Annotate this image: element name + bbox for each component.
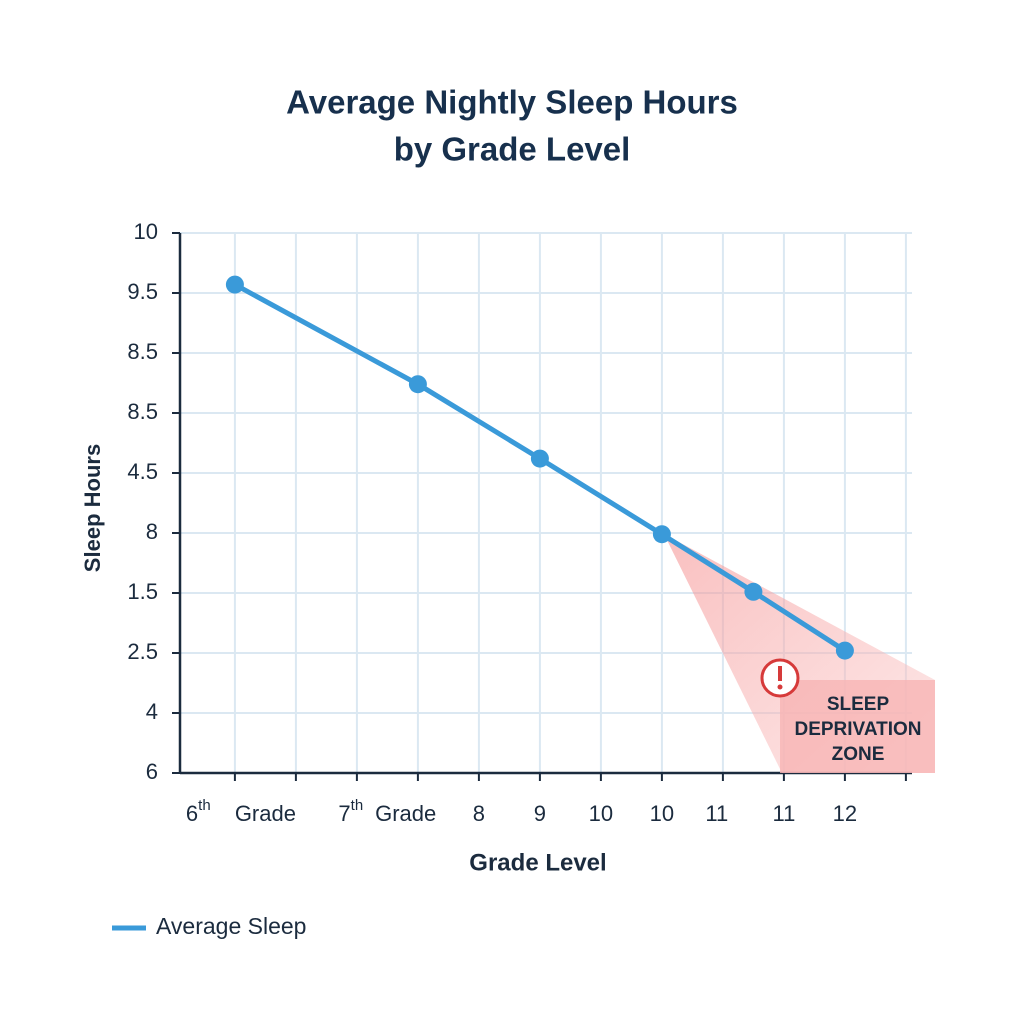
x-tick-label: 11 xyxy=(772,801,795,826)
x-tick-label: Grade xyxy=(375,801,436,826)
x-tick-label: 7th xyxy=(338,797,363,826)
y-tick-label: 1.5 xyxy=(127,579,158,604)
x-tick-label: 9 xyxy=(534,801,546,826)
y-axis-label: Sleep Hours xyxy=(80,444,105,572)
series-line xyxy=(233,282,847,653)
data-point xyxy=(835,641,854,660)
y-tick-label: 9.5 xyxy=(127,279,158,304)
chart-title: by Grade Level xyxy=(394,131,631,168)
x-axis-label: Grade Level xyxy=(469,849,606,876)
zone-box xyxy=(780,680,935,773)
legend-label: Average Sleep xyxy=(156,913,306,939)
grid: 10 9.5 8.5 8.5 4.5 8 1.5 2.5 4 6 6th Grade 7th Grade 8… xyxy=(127,219,912,826)
y-tick-label: 2.5 xyxy=(127,639,158,664)
annotation-text: ZONE xyxy=(832,744,885,765)
warning-icon xyxy=(760,658,800,698)
y-tick-label: 8.5 xyxy=(127,399,158,424)
annotation-text: DEPRIVATION xyxy=(794,719,921,740)
data-point xyxy=(408,375,427,394)
x-tick-label: 11 xyxy=(705,801,728,826)
y-tick-label: 4 xyxy=(146,699,158,724)
data-point xyxy=(652,525,671,544)
plot xyxy=(225,275,854,660)
data-point xyxy=(744,582,763,601)
data-point xyxy=(225,275,244,294)
y-tick-label: 10 xyxy=(134,219,158,244)
y-tick-label: 8 xyxy=(146,519,158,544)
y-tick-label: 4.5 xyxy=(127,459,158,484)
data-point xyxy=(530,449,549,468)
x-tick-label: 8 xyxy=(473,801,485,826)
x-tick-label: 12 xyxy=(833,801,857,826)
y-tick-label: 8.5 xyxy=(127,339,158,364)
annotation-text: SLEEP xyxy=(827,694,890,715)
x-tick-label: Grade xyxy=(235,801,296,826)
x-tick-label: 6th xyxy=(186,797,211,826)
x-tick-label: 10 xyxy=(650,801,674,826)
x-tick-label: 10 xyxy=(589,801,613,826)
y-tick-label: 6 xyxy=(146,759,158,784)
chart-title: Average Nightly Sleep Hours xyxy=(286,84,738,121)
